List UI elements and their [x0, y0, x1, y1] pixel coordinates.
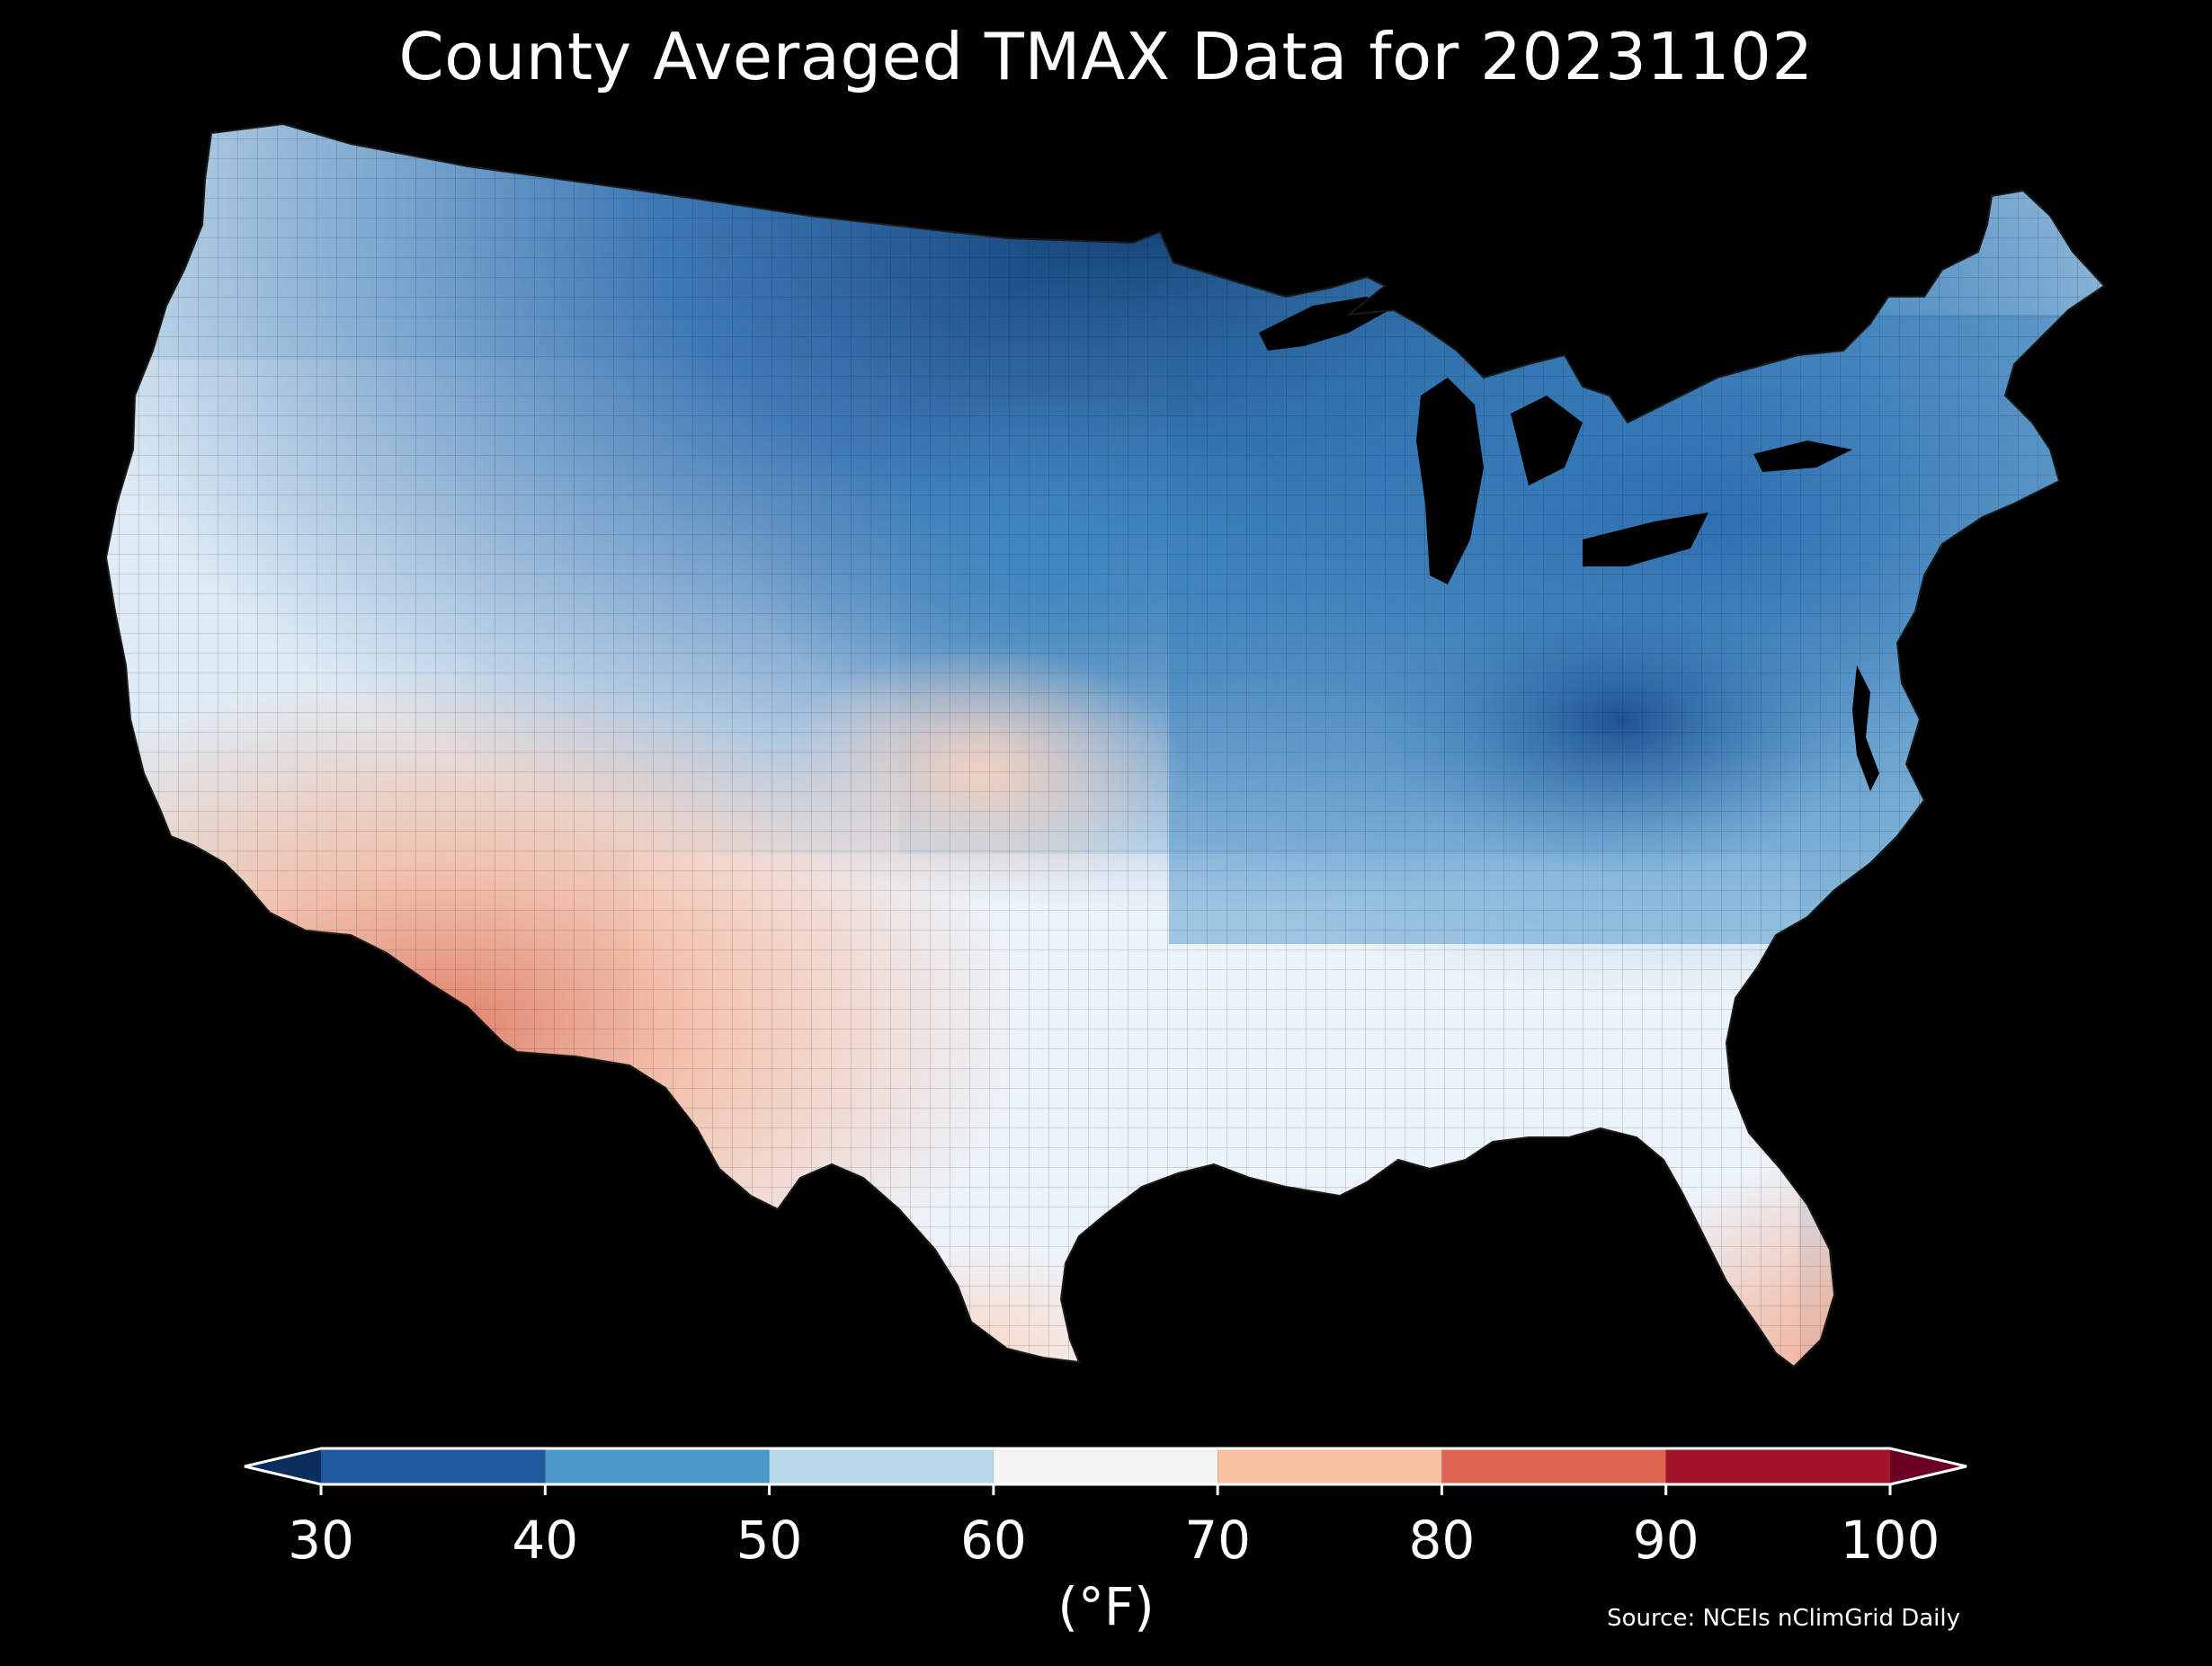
- colorbar-bin: [321, 1448, 546, 1484]
- colorbar-bin: [1665, 1448, 1890, 1484]
- map-title: County Averaged TMAX Data for 20231102: [398, 19, 1814, 94]
- source-credit: Source: NCEIs nClimGrid Daily: [1607, 1605, 1960, 1632]
- colorbar-bin: [545, 1448, 770, 1484]
- colorbar-bin: [1441, 1448, 1666, 1484]
- colorbar-tick-label: 40: [512, 1510, 579, 1571]
- colorbar-tick-label: 30: [288, 1510, 354, 1571]
- great-lakes: [1259, 297, 1852, 584]
- colorbar-tick-label: 90: [1632, 1510, 1699, 1571]
- colorbar-bin: [993, 1448, 1218, 1484]
- colorbar-over-extension: [1890, 1448, 1967, 1484]
- colorbar-tick-label: 80: [1408, 1510, 1476, 1571]
- colorbar-bin: [769, 1448, 994, 1484]
- colorbar-unit-label: (°F): [1057, 1576, 1155, 1637]
- colorbar-tick-label: 60: [959, 1510, 1027, 1571]
- colorbar-tick-label: 100: [1840, 1510, 1940, 1571]
- colorbar-bin: [1217, 1448, 1442, 1484]
- colorbar-tick-label: 70: [1184, 1510, 1252, 1571]
- colorbar-under-extension: [245, 1448, 321, 1484]
- colorbar-tick-label: 50: [736, 1510, 803, 1571]
- chesapeake-bay: [1852, 665, 1879, 791]
